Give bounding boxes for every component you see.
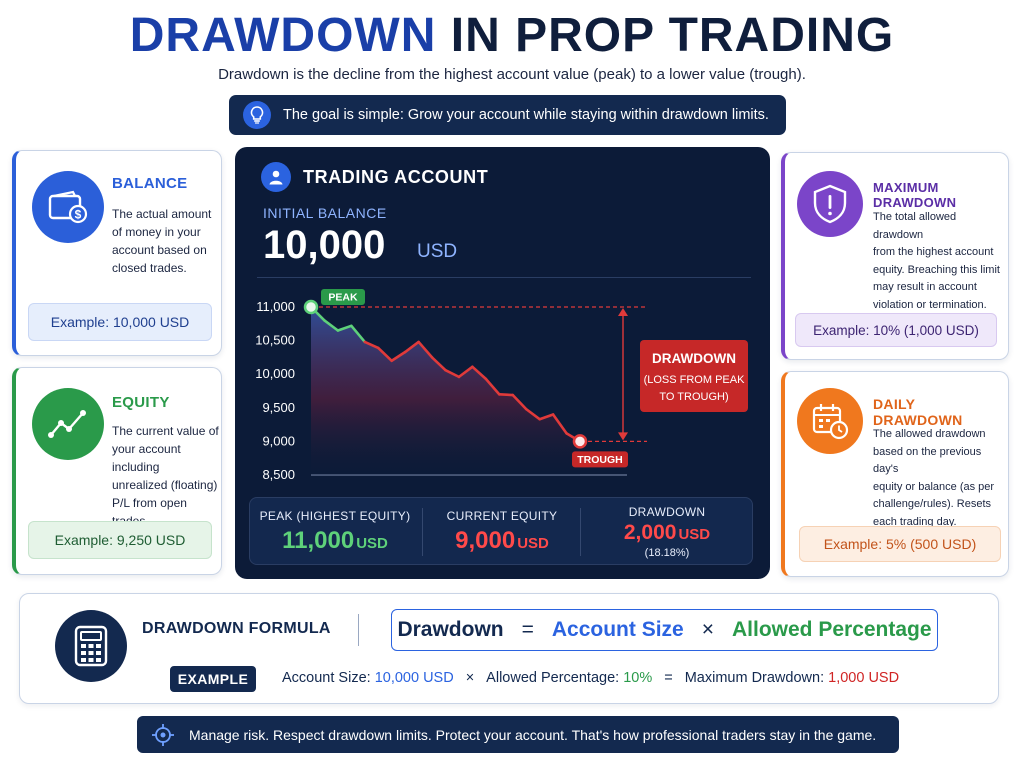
trading-account-title: TRADING ACCOUNT [303,166,489,187]
svg-text:TO TROUGH): TO TROUGH) [659,391,728,403]
equity-line-segment [457,365,474,379]
daily-drawdown-title: DAILY DRAWDOWN [873,396,963,428]
balance-example: Example: 10,000 USD [28,303,212,341]
drawdown-formula-panel: DRAWDOWN FORMULA Drawdown = Account Size… [19,593,999,704]
equity-line-segment [511,393,528,411]
initial-balance-value: 10,000 [263,223,386,267]
equity-line-segment [336,324,353,332]
equity-chart: 11,000 10,500 10,000 9,500 9,000 8,500 PEAK T… [255,289,748,482]
maximum-drawdown-example: Example: 10% (1,000 USD) [795,313,997,347]
initial-balance-label: INITIAL BALANCE [263,205,387,221]
equity-description: The current value of your account includ… [112,424,219,528]
equity-title: EQUITY [112,394,170,411]
formula-term-allowed-percentage: Allowed Percentage [732,618,932,641]
shield-alert-icon [797,171,863,237]
times-sign: × [701,618,714,641]
trough-point [572,434,588,449]
svg-text:(LOSS FROM PEAK: (LOSS FROM PEAK [644,374,746,386]
page-subtitle: Drawdown is the decline from the highest… [218,66,806,83]
arrow-head-bottom [618,432,628,441]
equity-line-segment [551,413,568,435]
equity-line-segment [363,340,380,350]
maximum-drawdown-description: The total allowed drawdown from the high… [873,211,1000,311]
equity-line-segment [497,393,515,397]
daily-drawdown-card: DAILY DRAWDOWN The allowed drawdown base… [781,371,1009,577]
balance-title: BALANCE [112,175,188,192]
daily-drawdown-example: Example: 5% (500 USD) [799,526,1001,562]
equity-line-segment [484,377,501,396]
equity-line-segment [471,365,488,381]
daily-drawdown-description: The allowed drawdown based on the previo… [873,428,995,528]
calculator-icon [55,610,127,682]
title-part-1: DRAWDOWN [129,9,437,62]
equity-example: Example: 9,250 USD [28,521,212,559]
peak-stat: PEAK (HIGHEST EQUITY) 11,000 USD [259,509,411,554]
footer-banner: Manage risk. Respect drawdown limits. Pr… [137,716,899,753]
y-tick-label: 9,500 [262,400,295,415]
user-icon [261,162,291,192]
calendar-clock-icon [797,388,863,454]
y-tick-label: 9,000 [262,433,295,448]
y-tick-label: 10,000 [255,366,295,381]
goal-banner: The goal is simple: Grow your account wh… [229,95,786,135]
equity-line-segment [350,324,367,344]
y-tick-label: 11,000 [256,299,295,314]
y-tick-label: 10,500 [255,333,295,348]
svg-text:TROUGH: TROUGH [577,454,623,466]
trading-account-panel: TRADING ACCOUNT INITIAL BALANCE 10,000 U… [235,147,770,579]
equals-sign: = [521,618,534,641]
divider [358,614,359,646]
peak-point [303,299,319,315]
maximum-drawdown-title: MAXIMUM DRAWDOWN [873,180,957,210]
lightbulb-icon [243,101,271,129]
equity-line-segment [417,340,434,359]
trend-line-icon [32,388,104,460]
svg-text:PEAK: PEAK [328,292,358,304]
account-stats: PEAK (HIGHEST EQUITY) 11,000 USD CURRENT … [249,497,753,565]
balance-card: $ BALANCE The actual amount of money in … [12,150,222,356]
equity-line-segment [538,413,555,421]
drawdown-stat: DRAWDOWN 2,000 USD (18.18%) [623,505,711,559]
title-part-2: IN PROP TRADING [450,9,895,62]
divider [580,508,581,556]
equity-line-segment [444,368,461,379]
equity-line-segment [323,319,340,332]
drawdown-area [311,307,580,475]
equity-line-segment [376,346,393,363]
example-badge: EXAMPLE [170,666,256,692]
initial-balance-unit: USD [417,241,458,262]
target-icon [149,721,177,749]
divider [257,277,751,278]
formula-term-account-size: Account Size [551,618,684,641]
wallet-icon: $ [32,171,104,243]
svg-text:DRAWDOWN: DRAWDOWN [652,351,736,366]
formula-equation: Drawdown = Account Size × Allowed Percen… [391,609,938,651]
drawdown-annotation: DRAWDOWN (LOSS FROM PEAK TO TROUGH) [640,340,748,412]
equity-line-segment [403,340,420,354]
formula-term-drawdown: Drawdown [397,618,504,641]
formula-example: Account Size: 10,000 USD × Allowed Perce… [282,670,900,686]
goal-text: The goal is simple: Grow your account wh… [283,107,769,123]
peak-label: PEAK [321,289,365,305]
trading-account-header: TRADING ACCOUNT [261,162,488,192]
formula-title: DRAWDOWN FORMULA [142,620,331,637]
current-equity-stat: CURRENT EQUITY 9,000 USD [446,509,558,554]
divider [422,508,423,556]
maximum-drawdown-card: MAXIMUM DRAWDOWN The total allowed drawd… [781,152,1009,360]
svg-text:$: $ [75,208,82,222]
equity-line-segment [524,407,541,421]
equity-card: EQUITY The current value of your account… [12,367,222,575]
footer-text: Manage risk. Respect drawdown limits. Pr… [189,726,877,743]
equity-line-segment [430,356,447,372]
page-title: DRAWDOWN IN PROP TRADING [0,8,1024,64]
arrow-head-top [618,308,628,316]
balance-description: The actual amount of money in your accou… [112,207,212,275]
trough-label: TROUGH [572,451,628,468]
y-tick-label: 8,500 [262,467,295,482]
equity-line-segment [390,350,407,363]
